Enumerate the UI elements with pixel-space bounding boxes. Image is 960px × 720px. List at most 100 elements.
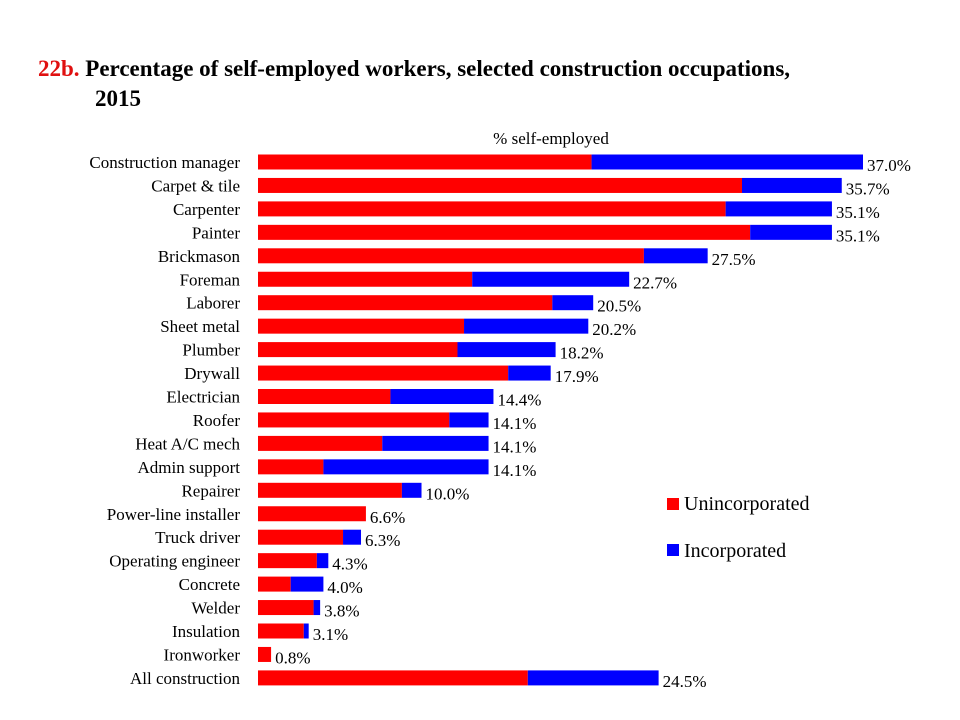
category-label-operating-engineer: Operating engineer — [109, 552, 240, 571]
chart-number: 22b. — [38, 56, 80, 81]
bars-layer: Construction manager 37.0% Carpet & tile 35… — [89, 153, 911, 691]
bar-unincorporated-operating-engineer — [258, 553, 317, 569]
bar-incorporated-concrete — [290, 576, 324, 592]
bar-unincorporated-ironworker — [258, 646, 272, 662]
bar-unincorporated-heat-a-c-mech — [258, 435, 383, 451]
bar-incorporated-drywall — [508, 365, 551, 381]
category-label-ironworker: Ironworker — [164, 645, 241, 664]
bar-unincorporated-drywall — [258, 365, 509, 381]
category-label-admin-support: Admin support — [138, 458, 241, 477]
value-label-construction-manager: 37.0% — [867, 156, 911, 175]
value-label-laborer: 20.5% — [597, 297, 641, 316]
value-label-painter: 35.1% — [836, 226, 880, 245]
category-label-roofer: Roofer — [193, 411, 241, 430]
category-label-foreman: Foreman — [180, 270, 241, 289]
bar-unincorporated-repairer — [258, 482, 402, 498]
value-label-insulation: 3.1% — [313, 625, 348, 644]
value-label-roofer: 14.1% — [493, 414, 537, 433]
category-label-laborer: Laborer — [186, 294, 240, 313]
value-label-operating-engineer: 4.3% — [332, 555, 367, 574]
bar-unincorporated-power-line-installer — [258, 506, 366, 522]
category-label-carpet-tile: Carpet & tile — [151, 176, 240, 195]
chart-title-line1: Percentage of self-employed workers, sel… — [85, 56, 791, 81]
value-label-foreman: 22.7% — [633, 273, 677, 292]
value-label-carpet-tile: 35.7% — [846, 179, 890, 198]
bar-incorporated-welder — [313, 600, 321, 616]
category-label-concrete: Concrete — [179, 575, 240, 594]
category-label-heat-a-c-mech: Heat A/C mech — [135, 434, 240, 453]
value-label-admin-support: 14.1% — [493, 461, 537, 480]
bar-incorporated-admin-support — [323, 459, 489, 475]
legend: Unincorporated Incorporated — [667, 493, 810, 562]
legend-swatch-incorporated — [667, 544, 679, 556]
legend-swatch-unincorporated — [667, 498, 679, 510]
chart-title-line2: 2015 — [95, 86, 141, 111]
bar-unincorporated-roofer — [258, 412, 450, 428]
category-label-insulation: Insulation — [172, 622, 240, 641]
value-label-all-construction: 24.5% — [663, 672, 707, 691]
value-label-electrician: 14.4% — [497, 391, 541, 410]
category-label-carpenter: Carpenter — [173, 200, 240, 219]
chart-title: 22b. Percentage of self-employed workers… — [38, 54, 938, 114]
bar-unincorporated-painter — [258, 224, 751, 240]
bar-incorporated-carpet-tile — [742, 177, 842, 193]
value-label-repairer: 10.0% — [426, 484, 470, 503]
bar-unincorporated-truck-driver — [258, 529, 344, 545]
bar-incorporated-electrician — [390, 389, 494, 404]
bar-incorporated-carpenter — [725, 201, 832, 217]
value-label-concrete: 4.0% — [327, 578, 362, 597]
bar-incorporated-construction-manager — [591, 154, 863, 170]
legend-label-unincorporated: Unincorporated — [684, 493, 810, 515]
bar-unincorporated-all-construction — [258, 670, 528, 686]
category-label-brickmason: Brickmason — [158, 247, 241, 266]
category-label-drywall: Drywall — [184, 364, 240, 383]
value-label-heat-a-c-mech: 14.1% — [493, 437, 537, 456]
bar-unincorporated-admin-support — [258, 459, 324, 475]
value-label-drywall: 17.9% — [555, 367, 599, 386]
bar-unincorporated-brickmason — [258, 248, 644, 264]
bar-incorporated-all-construction — [527, 670, 659, 686]
bar-incorporated-laborer — [552, 295, 594, 311]
bar-unincorporated-concrete — [258, 576, 291, 592]
category-label-welder: Welder — [191, 599, 240, 618]
bar-unincorporated-construction-manager — [258, 154, 592, 170]
category-label-power-line-installer: Power-line installer — [107, 505, 241, 524]
category-label-electrician: Electrician — [166, 388, 240, 407]
bar-incorporated-foreman — [472, 271, 630, 287]
value-label-plumber: 18.2% — [560, 344, 604, 363]
category-label-all-construction: All construction — [130, 669, 241, 688]
bar-incorporated-truck-driver — [343, 529, 362, 545]
bar-unincorporated-plumber — [258, 342, 458, 358]
category-label-painter: Painter — [192, 223, 240, 242]
bar-incorporated-brickmason — [643, 248, 708, 264]
bar-incorporated-painter — [750, 224, 832, 240]
value-label-brickmason: 27.5% — [712, 250, 756, 269]
bar-unincorporated-carpenter — [258, 201, 726, 217]
value-label-ironworker: 0.8% — [275, 648, 310, 667]
bar-incorporated-sheet-metal — [464, 318, 589, 334]
x-axis-title: % self-employed — [493, 129, 609, 148]
category-label-truck-driver: Truck driver — [155, 528, 240, 547]
bar-incorporated-roofer — [449, 412, 489, 428]
value-label-carpenter: 35.1% — [836, 203, 880, 222]
bar-incorporated-heat-a-c-mech — [382, 435, 489, 451]
value-label-welder: 3.8% — [324, 602, 359, 621]
bar-incorporated-insulation — [303, 623, 309, 639]
bar-incorporated-plumber — [457, 342, 556, 358]
category-label-sheet-metal: Sheet metal — [160, 317, 240, 336]
legend-label-incorporated: Incorporated — [684, 540, 786, 562]
category-label-repairer: Repairer — [181, 481, 240, 500]
value-label-truck-driver: 6.3% — [365, 531, 400, 550]
bar-unincorporated-electrician — [258, 389, 391, 404]
bar-incorporated-repairer — [401, 482, 422, 498]
bar-incorporated-operating-engineer — [316, 553, 329, 569]
bar-unincorporated-welder — [258, 600, 314, 616]
bar-unincorporated-carpet-tile — [258, 177, 742, 193]
category-label-construction-manager: Construction manager — [89, 153, 240, 172]
bar-unincorporated-foreman — [258, 271, 473, 287]
value-label-power-line-installer: 6.6% — [370, 508, 405, 527]
bar-unincorporated-sheet-metal — [258, 318, 465, 334]
value-label-sheet-metal: 20.2% — [592, 320, 636, 339]
bar-unincorporated-insulation — [258, 623, 304, 639]
